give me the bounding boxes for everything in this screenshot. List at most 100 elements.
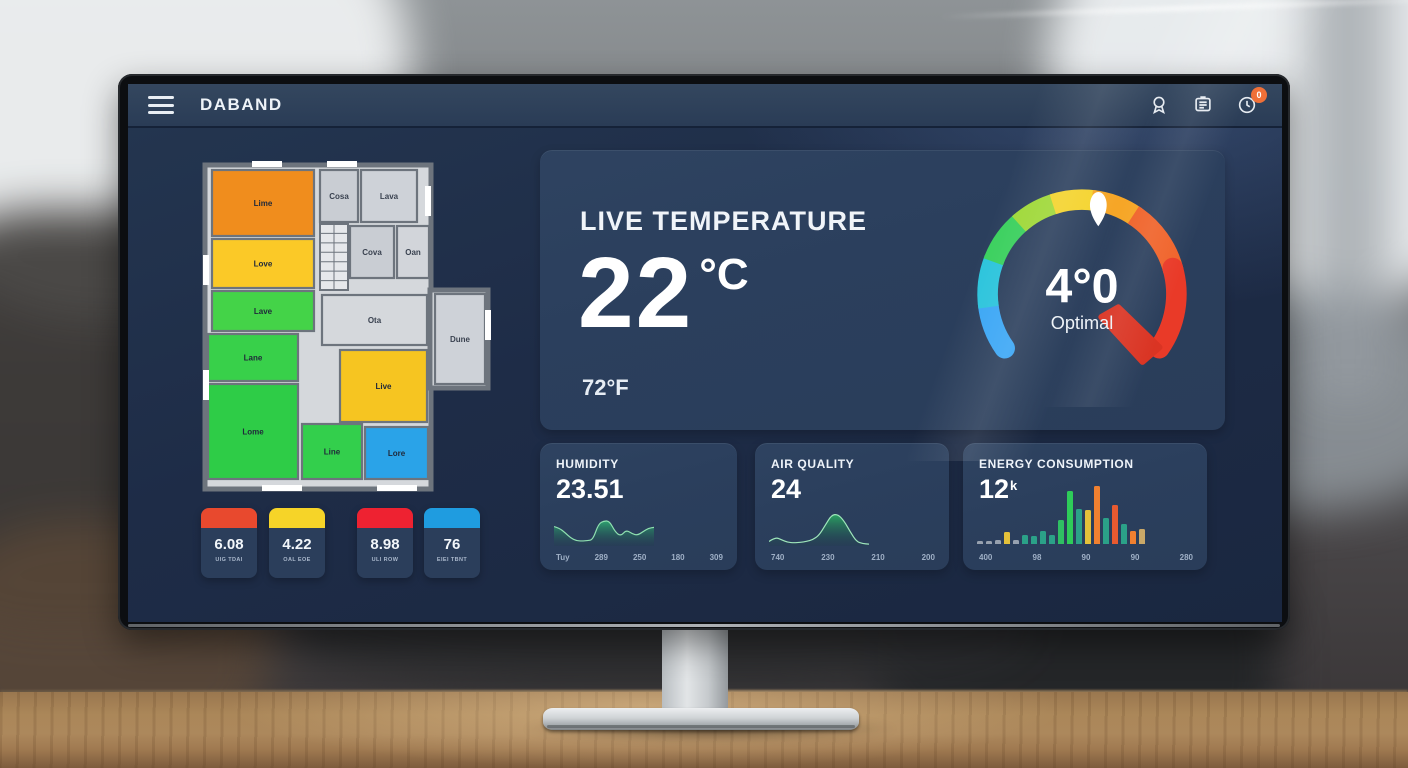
- gauge-arc-segment: [983, 213, 1029, 266]
- axis-label: 280: [1179, 553, 1193, 562]
- room-lore: [363, 425, 430, 481]
- room-label: Lave: [254, 307, 273, 316]
- air-quality-title: AIR QUALITY: [771, 457, 855, 471]
- air-quality-value: 24: [771, 474, 802, 504]
- axis-label: 90: [1130, 553, 1140, 562]
- award-icon[interactable]: [1148, 94, 1170, 116]
- gauge-value: 4°0: [1045, 260, 1118, 314]
- energy-bar: [1049, 534, 1055, 544]
- energy-bar: [1013, 539, 1019, 544]
- axis-label: 250: [632, 553, 647, 562]
- gauge-arc-segment: [1149, 257, 1187, 359]
- stat-card-value: 4.22: [282, 536, 312, 553]
- window-mark: [425, 186, 431, 216]
- window-mark: [485, 310, 491, 340]
- room-label: Cova: [362, 248, 382, 257]
- room-lava: [359, 168, 419, 224]
- monitor-stand-base: [543, 708, 859, 730]
- axis-label: Tuy: [556, 553, 570, 562]
- room-cosa: [318, 168, 360, 224]
- stat-card-color-bar: [201, 508, 257, 528]
- stat-card-value: 76: [443, 536, 461, 553]
- axis-label: 230: [821, 553, 835, 562]
- energy-title: ENERGY CONSUMPTION: [979, 457, 1134, 471]
- temperature-unit: °C: [699, 250, 749, 299]
- room-label: Lome: [242, 428, 264, 437]
- gauge-marker-icon: [1089, 191, 1107, 227]
- app-title: DABAND: [200, 95, 283, 114]
- area-fill: [769, 514, 869, 546]
- room-label: Line: [324, 448, 341, 457]
- stat-card[interactable]: 8.98 ULI ROW: [357, 508, 413, 578]
- window-mark: [262, 485, 302, 491]
- room-love: [210, 237, 316, 290]
- energy-bar: [1103, 517, 1109, 544]
- energy-bar: [1085, 510, 1091, 544]
- gauge-arc-segment: [1011, 193, 1060, 232]
- air-quality-card[interactable]: AIR QUALITY 24 740 230 210 200: [755, 443, 949, 570]
- room-ota: [320, 293, 429, 347]
- humidity-title: HUMIDITY: [556, 457, 619, 471]
- axis-label: 210: [871, 553, 885, 562]
- area-line: [554, 521, 654, 541]
- energy-x-axis: 400 98 90 90 280: [979, 553, 1193, 562]
- energy-bar: [1058, 519, 1064, 544]
- room-label: Lime: [254, 199, 273, 208]
- temperature-gauge: 4°0 Optimal: [977, 189, 1187, 365]
- app-topbar: DABAND: [128, 84, 1282, 128]
- room-lane: [206, 332, 300, 383]
- stat-card-label: OAL EOE: [283, 557, 311, 563]
- live-temperature-card[interactable]: LIVE TEMPERATURE 22 °C 72°F 4°0 Optimal: [540, 150, 1225, 430]
- room-lome: [206, 382, 300, 481]
- window-mark: [377, 485, 417, 491]
- gauge-arc-segment: [1049, 189, 1097, 215]
- room-label: Lore: [388, 449, 406, 458]
- energy-bar: [1121, 523, 1127, 544]
- window-mark: [252, 161, 282, 167]
- stat-card[interactable]: 76 EIEI TBNT: [424, 508, 480, 578]
- stat-card-value: 8.98: [370, 536, 400, 553]
- temperature-reading: 22 °C: [578, 236, 749, 351]
- energy-value: 12k: [979, 474, 1191, 505]
- stat-card-label: UIG TDAI: [215, 557, 243, 563]
- notification-badge: 0: [1251, 87, 1267, 103]
- energy-bar: [977, 540, 983, 544]
- stat-card-color-bar: [357, 508, 413, 528]
- menu-icon[interactable]: [148, 96, 174, 114]
- window-mark: [203, 255, 209, 285]
- humidity-value: 23.51: [556, 474, 624, 504]
- humidity-card[interactable]: HUMIDITY 23.51 Tuy 289 250 180 309: [540, 443, 737, 570]
- stat-card[interactable]: 6.08 UIG TDAI: [201, 508, 257, 578]
- room-label: Lane: [244, 354, 263, 363]
- air-quality-x-axis: 740 230 210 200: [771, 553, 935, 562]
- topbar-actions: 0: [1148, 87, 1267, 116]
- axis-label: 400: [979, 553, 993, 562]
- energy-bar: [1004, 532, 1010, 544]
- clock-icon[interactable]: 0: [1236, 87, 1267, 116]
- stat-card-label: ULI ROW: [371, 557, 399, 563]
- energy-bar: [1094, 486, 1100, 544]
- floorplan[interactable]: Cosa Lava Cova Oan Dune Ota Lime Love Lave Lane Lo…: [202, 160, 496, 494]
- energy-bar: [1031, 535, 1037, 544]
- stat-card-value: 6.08: [214, 536, 244, 553]
- axis-label: 200: [921, 553, 935, 562]
- energy-bar: [1130, 531, 1136, 544]
- axis-label: 90: [1081, 553, 1091, 562]
- stat-card-label: EIEI TBNT: [436, 557, 468, 563]
- area-line: [769, 515, 869, 545]
- room-live: [338, 348, 429, 424]
- energy-bar: [1022, 535, 1028, 544]
- energy-bar: [1040, 531, 1046, 544]
- report-icon[interactable]: [1192, 94, 1214, 116]
- axis-label: 289: [594, 553, 608, 562]
- energy-card[interactable]: ENERGY CONSUMPTION 12k 400 98 90 90 280: [963, 443, 1207, 570]
- room-line: [300, 422, 364, 481]
- air-quality-area-chart: [769, 502, 869, 546]
- stat-card[interactable]: 4.22 OAL EOE: [269, 508, 325, 578]
- room-label: Oan: [405, 248, 421, 257]
- room-label: Cosa: [329, 192, 349, 201]
- room-oan: [395, 224, 431, 280]
- axis-label: 180: [671, 553, 685, 562]
- stat-card-color-bar: [269, 508, 325, 528]
- room-cova: [348, 224, 396, 280]
